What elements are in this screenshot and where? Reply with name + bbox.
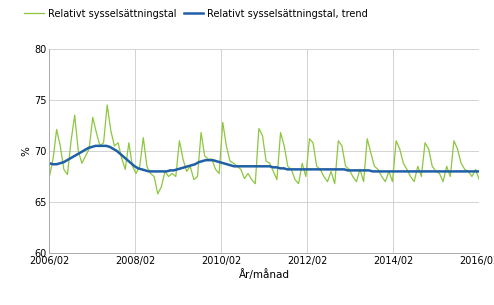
X-axis label: År/månad: År/månad (239, 269, 290, 280)
Relativt sysselsättningstal, trend (327, 167, 333, 171)
Relativt sysselsättningstal, trend (146, 170, 152, 173)
Relativt sysselsättningstal, trend (153, 170, 159, 173)
Y-axis label: %: % (21, 146, 31, 156)
Relativt sysselsättningstal, trend (288, 167, 294, 171)
Relativt sysselsättningstal (292, 178, 298, 181)
Relativt sysselsättningstal (46, 175, 52, 178)
Relativt sysselsättningstal, trend (469, 170, 475, 173)
Relativt sysselsättningstal (104, 103, 110, 107)
Relativt sysselsättningstal, trend (452, 170, 457, 173)
Relativt sysselsättningstal, trend (46, 161, 52, 165)
Relativt sysselsättningstal (476, 178, 482, 181)
Legend: Relativt sysselsättningstal, Relativt sysselsättningstal, trend: Relativt sysselsättningstal, Relativt sy… (24, 9, 368, 19)
Relativt sysselsättningstal, trend (92, 144, 98, 148)
Relativt sysselsättningstal (140, 136, 146, 139)
Line: Relativt sysselsättningstal, trend: Relativt sysselsättningstal, trend (49, 146, 479, 171)
Relativt sysselsättningstal (469, 175, 475, 178)
Relativt sysselsättningstal (350, 175, 356, 178)
Relativt sysselsättningstal, trend (192, 163, 198, 166)
Relativt sysselsättningstal (393, 139, 399, 142)
Relativt sysselsättningstal (169, 172, 175, 175)
Line: Relativt sysselsättningstal: Relativt sysselsättningstal (49, 105, 479, 194)
Relativt sysselsättningstal (155, 192, 161, 196)
Relativt sysselsättningstal, trend (476, 170, 482, 173)
